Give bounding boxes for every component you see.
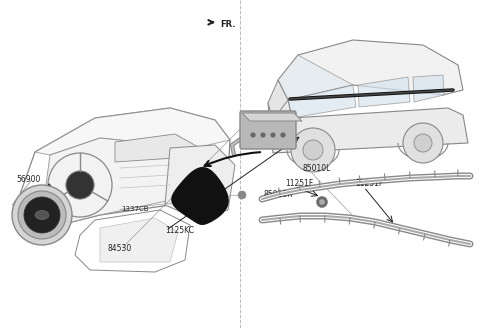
Circle shape [403, 123, 443, 163]
Text: 11251F: 11251F [355, 178, 384, 188]
Polygon shape [278, 55, 353, 100]
Circle shape [280, 133, 286, 137]
Circle shape [414, 134, 432, 152]
Circle shape [24, 197, 60, 233]
Text: 56900: 56900 [17, 175, 41, 184]
Circle shape [66, 171, 94, 199]
Polygon shape [165, 145, 235, 218]
Polygon shape [413, 75, 444, 102]
Text: FR.: FR. [220, 20, 235, 29]
Polygon shape [40, 138, 228, 230]
Text: 1337CB: 1337CB [121, 206, 148, 212]
Circle shape [291, 128, 335, 172]
Polygon shape [288, 85, 356, 118]
Polygon shape [268, 80, 288, 120]
Polygon shape [242, 113, 302, 121]
Circle shape [18, 191, 66, 239]
Text: 84530: 84530 [108, 244, 132, 253]
Circle shape [303, 140, 323, 160]
Circle shape [316, 196, 327, 208]
Polygon shape [278, 40, 463, 100]
Polygon shape [115, 134, 200, 162]
Text: 85010R: 85010R [263, 190, 292, 199]
Polygon shape [172, 168, 228, 224]
Text: 85010L: 85010L [302, 164, 331, 174]
Circle shape [251, 133, 255, 137]
Polygon shape [100, 218, 178, 262]
Text: 1125KC: 1125KC [166, 226, 194, 235]
Text: 11251F: 11251F [285, 178, 313, 188]
Ellipse shape [35, 211, 49, 219]
Circle shape [319, 199, 325, 205]
FancyBboxPatch shape [240, 111, 296, 149]
Circle shape [261, 133, 265, 137]
Polygon shape [358, 77, 410, 107]
Circle shape [271, 133, 276, 137]
Circle shape [12, 185, 72, 245]
Polygon shape [35, 108, 230, 155]
Circle shape [238, 191, 246, 199]
Polygon shape [268, 100, 468, 153]
